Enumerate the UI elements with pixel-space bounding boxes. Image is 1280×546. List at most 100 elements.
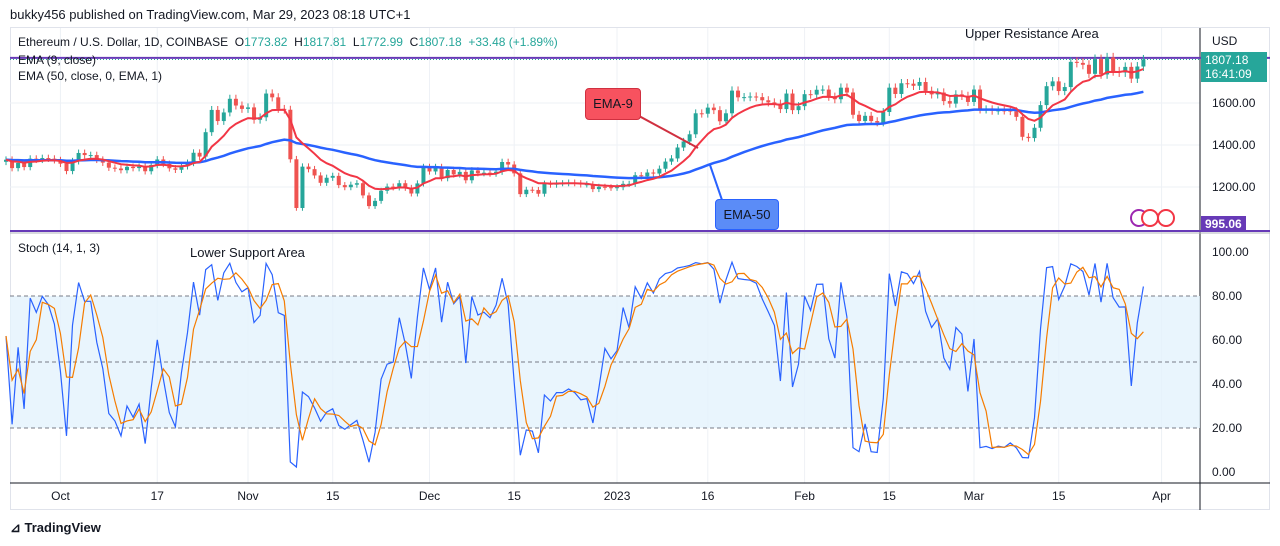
candle [1135,66,1140,79]
candle [838,87,843,100]
candle [524,189,529,195]
candle [1141,59,1146,67]
ema9-legend[interactable]: EMA (9, close) [18,53,97,67]
stoch-axis-label: 60.00 [1212,333,1242,347]
time-axis-label: Feb [794,489,815,503]
candle [796,106,801,111]
candle [22,162,27,168]
candle [893,87,898,94]
candle [802,94,807,107]
candle [784,93,789,110]
candle [681,141,686,148]
candle [881,112,886,123]
candle [64,163,69,172]
candle [40,158,45,160]
high-label: H [294,35,303,49]
candle [494,171,499,174]
candle [143,166,148,172]
tradingview-logo[interactable]: ⊿ TradingView [10,520,101,536]
candle [1044,86,1049,106]
chart-frame[interactable] [10,27,1270,510]
us-flag-event-icon [1141,209,1159,227]
ema50-callout-pointer [709,164,723,201]
candle [433,167,438,172]
candle [125,166,129,171]
candle [947,101,952,104]
candle [590,184,595,190]
candle [391,186,396,188]
candle [481,172,486,174]
time-axis-label: Nov [237,489,258,503]
candle [1062,87,1067,92]
lower-support-label: Lower Support Area [190,245,305,260]
candle [1056,81,1061,92]
change-value: +33.48 (+1.89%) [468,35,558,49]
candle [197,152,202,157]
candle [820,89,825,91]
ema9-line [5,68,1144,191]
candle [106,162,111,168]
candle [215,109,220,122]
candle [723,113,728,122]
candle [131,166,136,169]
tv-logo-icon: ⊿ [10,520,25,535]
publish-info: bukky456 published on TradingView.com, M… [10,7,411,22]
candle [530,189,535,191]
candle [221,112,226,122]
candle [887,87,892,113]
candle [736,90,741,98]
candle [252,107,257,120]
candle [276,97,281,109]
candle [905,83,910,85]
candle [669,158,674,162]
stoch-legend[interactable]: Stoch (14, 1, 3) [18,241,101,255]
candle [70,161,75,172]
candle [1074,61,1079,63]
ema50-line [5,90,1144,180]
last-price: 1807.18 [1205,53,1249,67]
time-axis-label: Oct [51,489,70,503]
upper-resistance-label: Upper Resistance Area [965,26,1099,41]
candle [748,96,753,98]
candle [869,115,874,122]
candle [191,152,196,163]
ema50-callout[interactable]: EMA-50 [715,199,779,230]
low-value: 1772.99 [359,35,403,49]
candle [379,190,384,201]
candle [645,172,650,177]
candle [542,183,547,194]
price-level-1600: 1600.00 [1212,96,1256,110]
us-flag-event-icon [1157,209,1175,227]
time-axis-label: 17 [151,489,165,503]
candle [312,169,317,176]
candle [730,90,734,114]
price-level-1200: 1200.00 [1212,180,1256,194]
ema50-legend[interactable]: EMA (50, close, 0, EMA, 1) [18,69,163,83]
candle [941,92,946,102]
candle [965,95,970,102]
stoch-axis-label: 80.00 [1212,289,1242,303]
candle [294,159,299,208]
open-value: 1773.82 [244,35,288,49]
time-axis-label: 15 [1052,489,1066,503]
ema9-callout[interactable]: EMA-9 [585,88,641,120]
candle [179,166,184,170]
time-axis-label: Mar [964,489,985,503]
candle [342,185,347,188]
bar-countdown: 16:41:09 [1205,67,1252,81]
candle [754,96,759,98]
candle [76,152,81,162]
candle [94,155,99,160]
close-label: C [409,35,419,49]
candle [300,166,305,208]
candle [324,177,329,183]
candle [742,97,747,99]
candle [518,173,523,195]
candle [693,113,698,135]
last-price-tag: 1807.18 16:41:09 [1201,52,1267,82]
candle [633,175,638,184]
close-value: 1807.18 [418,35,462,49]
candle [336,175,341,186]
candle [112,167,117,169]
